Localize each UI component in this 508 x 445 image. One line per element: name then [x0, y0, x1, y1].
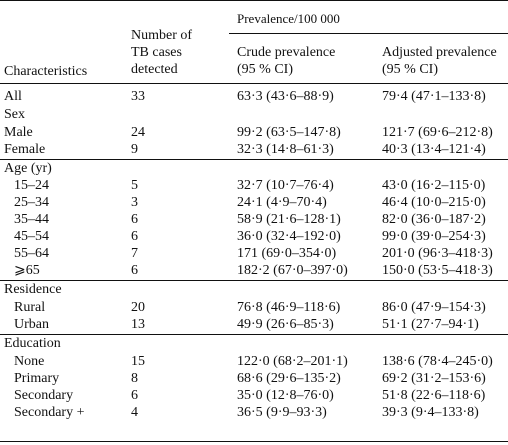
- header-crude-line1: Crude prevalence: [237, 45, 336, 60]
- row-label: Sex: [4, 107, 25, 122]
- row-adjusted-prevalence: 43·0 (16·2–115·0): [382, 178, 486, 193]
- row-crude-prevalence: 122·0 (68·2–201·1): [237, 354, 348, 369]
- row-cases: 4: [131, 405, 138, 420]
- header-cases-line3: detected: [131, 62, 178, 77]
- row-cases: 7: [131, 246, 138, 261]
- row-adjusted-prevalence: 121·7 (69·6–212·8): [382, 125, 493, 140]
- row-crude-prevalence: 36·5 (9·9–93·3): [237, 405, 327, 420]
- row-label: ⩾65: [14, 263, 40, 278]
- row-adjusted-prevalence: 150·0 (53·5–418·3): [382, 263, 493, 278]
- row-cases: 15: [131, 354, 145, 369]
- row-crude-prevalence: 182·2 (67·0–397·0): [237, 263, 348, 278]
- row-label: 55–64: [14, 246, 49, 261]
- row-adjusted-prevalence: 46·4 (10·0–215·0): [382, 195, 486, 210]
- row-cases: 6: [131, 263, 138, 278]
- row-crude-prevalence: 36·0 (32·4–192·0): [237, 229, 341, 244]
- section-separator: [0, 280, 508, 281]
- row-label: Primary: [14, 371, 60, 386]
- row-cases: 33: [131, 89, 145, 104]
- row-crude-prevalence: 68·6 (29·6–135·2): [237, 371, 341, 386]
- row-label: Secondary: [14, 388, 74, 403]
- row-adjusted-prevalence: 51·1 (27·7–94·1): [382, 317, 479, 332]
- header-adjusted-line1: Adjusted prevalence: [382, 45, 497, 60]
- row-label: 35–44: [14, 212, 49, 227]
- header-prevalence-group: Prevalence/100 000: [237, 11, 340, 26]
- row-adjusted-prevalence: 82·0 (36·0–187·2): [382, 212, 486, 227]
- row-label: Male: [4, 125, 33, 140]
- row-cases: 20: [131, 300, 145, 315]
- section-separator: [0, 159, 508, 160]
- top-rule: [0, 0, 508, 1]
- header-adjusted-line2: (95 % CI): [382, 62, 438, 77]
- row-label: Secondary +: [14, 405, 85, 420]
- row-label: 15–24: [14, 178, 49, 193]
- row-adjusted-prevalence: 86·0 (47·9–154·3): [382, 300, 486, 315]
- row-adjusted-prevalence: 138·6 (78·4–245·0): [382, 354, 493, 369]
- header-characteristics: Characteristics: [4, 64, 88, 79]
- header-crude-line2: (95 % CI): [237, 62, 293, 77]
- row-label: Education: [4, 336, 61, 351]
- prevalence-subrule: [229, 33, 508, 34]
- row-crude-prevalence: 171 (69·0–354·0): [237, 246, 337, 261]
- row-label: 45–54: [14, 229, 49, 244]
- row-cases: 24: [131, 125, 145, 140]
- row-cases: 8: [131, 371, 138, 386]
- row-cases: 3: [131, 195, 138, 210]
- row-crude-prevalence: 24·1 (4·9–70·4): [237, 195, 327, 210]
- row-label: Urban: [14, 317, 49, 332]
- bottom-rule: [0, 441, 508, 442]
- row-crude-prevalence: 58·9 (21·6–128·1): [237, 212, 341, 227]
- row-adjusted-prevalence: 39·3 (9·4–133·8): [382, 405, 479, 420]
- row-label: All: [4, 89, 22, 104]
- row-crude-prevalence: 35·0 (12·8–76·0): [237, 388, 334, 403]
- row-adjusted-prevalence: 201·0 (96·3–418·3): [382, 246, 493, 261]
- row-label: Residence: [4, 282, 62, 297]
- row-crude-prevalence: 63·3 (43·6–88·9): [237, 89, 334, 104]
- header-cases-line2: TB cases: [131, 45, 182, 60]
- header-cases-line1: Number of: [131, 28, 193, 43]
- row-cases: 13: [131, 317, 145, 332]
- row-label: Rural: [14, 300, 46, 315]
- row-label: 25–34: [14, 195, 49, 210]
- row-cases: 6: [131, 229, 138, 244]
- row-adjusted-prevalence: 69·2 (31·2–153·6): [382, 371, 486, 386]
- row-cases: 9: [131, 142, 138, 157]
- row-cases: 5: [131, 178, 138, 193]
- row-label: Female: [4, 142, 46, 157]
- row-crude-prevalence: 76·8 (46·9–118·6): [237, 300, 341, 315]
- row-adjusted-prevalence: 79·4 (47·1–133·8): [382, 89, 486, 104]
- row-crude-prevalence: 49·9 (26·6–85·3): [237, 317, 334, 332]
- row-crude-prevalence: 32·7 (10·7–76·4): [237, 178, 334, 193]
- row-cases: 6: [131, 388, 138, 403]
- row-label: Age (yr): [4, 161, 52, 176]
- row-label: None: [14, 354, 45, 369]
- row-cases: 6: [131, 212, 138, 227]
- row-adjusted-prevalence: 99·0 (39·0–254·3): [382, 229, 486, 244]
- row-adjusted-prevalence: 51·8 (22·6–118·6): [382, 388, 486, 403]
- section-separator: [0, 334, 508, 335]
- row-crude-prevalence: 32·3 (14·8–61·3): [237, 142, 334, 157]
- header-rule: [0, 83, 508, 84]
- row-adjusted-prevalence: 40·3 (13·4–121·4): [382, 142, 486, 157]
- row-crude-prevalence: 99·2 (63·5–147·8): [237, 125, 341, 140]
